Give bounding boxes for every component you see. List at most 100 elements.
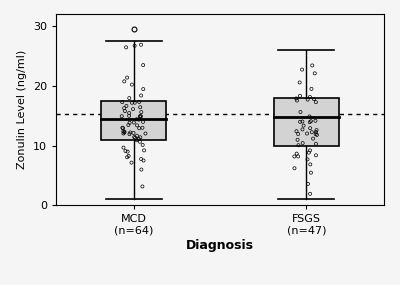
Point xyxy=(132,100,138,105)
Point xyxy=(137,135,144,140)
Point xyxy=(313,128,320,132)
Point xyxy=(142,131,149,136)
Point xyxy=(124,75,130,80)
Point xyxy=(307,192,313,196)
Point xyxy=(140,120,146,124)
Point xyxy=(308,130,315,135)
Point xyxy=(138,157,144,161)
X-axis label: Diagnosis: Diagnosis xyxy=(186,239,254,252)
Y-axis label: Zonulin Level (ng/ml): Zonulin Level (ng/ml) xyxy=(17,50,27,169)
Point xyxy=(126,113,132,118)
Point xyxy=(300,141,306,145)
Point xyxy=(139,184,146,189)
Point xyxy=(312,132,319,136)
Point xyxy=(296,80,303,85)
Point xyxy=(307,95,313,99)
Point xyxy=(126,132,133,137)
Point xyxy=(304,131,310,136)
Point xyxy=(138,114,144,119)
Point xyxy=(140,158,147,163)
Point xyxy=(134,138,140,142)
Point xyxy=(129,82,135,87)
Point xyxy=(126,96,132,100)
Point xyxy=(299,127,306,132)
Point xyxy=(121,106,128,111)
Point xyxy=(138,167,144,172)
Point xyxy=(121,79,128,84)
Point xyxy=(293,129,300,133)
Point xyxy=(294,151,300,156)
Point xyxy=(126,121,133,125)
Point xyxy=(136,117,142,122)
Point xyxy=(308,170,314,175)
Point xyxy=(291,166,298,170)
Point xyxy=(297,93,303,98)
Point xyxy=(120,131,127,136)
Point xyxy=(124,155,130,160)
Point xyxy=(297,119,303,124)
Point xyxy=(136,137,142,141)
Point xyxy=(137,105,144,109)
Point xyxy=(294,138,301,142)
Point xyxy=(304,97,311,102)
Point xyxy=(137,114,144,118)
Point xyxy=(140,63,146,67)
Point xyxy=(132,135,138,140)
Point xyxy=(307,148,313,153)
Point xyxy=(123,45,129,50)
Point xyxy=(307,162,314,167)
Point xyxy=(125,123,132,127)
Point xyxy=(121,130,128,135)
Point xyxy=(297,110,304,114)
Point xyxy=(122,109,128,113)
Point xyxy=(119,100,126,104)
Point xyxy=(312,119,319,123)
Point xyxy=(300,123,307,128)
Point xyxy=(127,130,134,135)
Point xyxy=(137,114,143,119)
Point xyxy=(314,133,320,137)
Point xyxy=(126,111,132,115)
Point xyxy=(304,157,311,162)
Point xyxy=(123,104,130,108)
Point xyxy=(136,126,142,131)
Point xyxy=(299,119,306,124)
Point xyxy=(307,126,313,131)
Point xyxy=(120,145,127,150)
Point xyxy=(134,117,140,121)
Point xyxy=(137,139,143,144)
Point xyxy=(313,153,319,158)
Point xyxy=(128,160,135,165)
Point xyxy=(121,130,128,134)
Point xyxy=(313,100,319,104)
Point xyxy=(134,133,140,138)
Point xyxy=(294,98,300,103)
Point xyxy=(306,114,313,119)
Point xyxy=(136,100,142,104)
Point xyxy=(124,149,131,154)
Point xyxy=(313,130,319,134)
Point xyxy=(139,125,146,130)
Bar xyxy=(274,98,339,146)
Point xyxy=(306,120,313,125)
Point xyxy=(130,107,136,111)
Point xyxy=(141,148,147,153)
Point xyxy=(295,143,302,147)
Point xyxy=(120,129,126,134)
Point xyxy=(140,87,146,91)
Point xyxy=(311,97,317,101)
Point xyxy=(130,131,137,135)
Point xyxy=(140,143,146,147)
Point xyxy=(306,150,312,155)
Point xyxy=(118,114,125,119)
Point xyxy=(134,123,140,128)
Point xyxy=(299,67,305,72)
Point xyxy=(305,182,311,186)
Point xyxy=(309,63,316,68)
Point xyxy=(293,96,300,101)
Point xyxy=(295,132,301,136)
Point xyxy=(138,42,144,47)
Point xyxy=(129,101,135,105)
Point xyxy=(138,110,144,114)
Point xyxy=(295,154,301,159)
